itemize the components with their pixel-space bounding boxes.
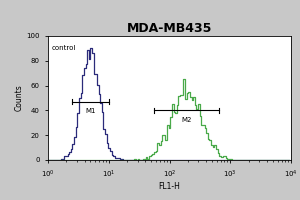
Text: M2: M2: [181, 117, 191, 123]
Y-axis label: Counts: Counts: [14, 85, 23, 111]
Title: MDA-MB435: MDA-MB435: [127, 22, 212, 35]
Text: M1: M1: [85, 108, 96, 114]
Text: control: control: [52, 45, 76, 51]
X-axis label: FL1-H: FL1-H: [159, 182, 180, 191]
